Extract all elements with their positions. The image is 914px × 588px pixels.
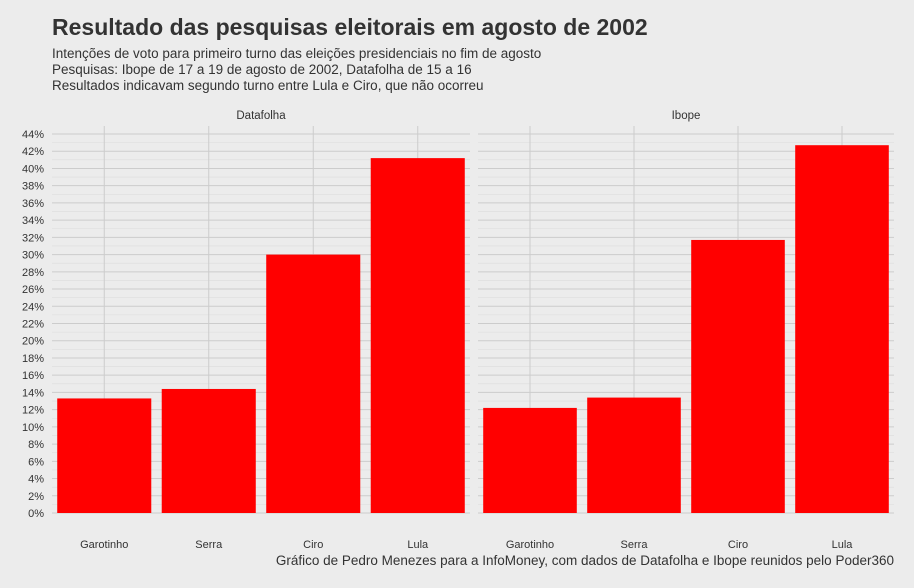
- facet-label-ibope: Ibope: [672, 110, 701, 122]
- chart-caption: Gráfico de Pedro Menezes para a InfoMone…: [275, 553, 894, 568]
- y-tick-label: 14%: [22, 387, 44, 399]
- subtitle-line: Pesquisas: Ibope de 17 a 19 de agosto de…: [52, 62, 472, 77]
- bar-datafolha-lula: [370, 158, 465, 514]
- y-tick-label: 30%: [22, 250, 44, 262]
- y-tick-label: 2%: [28, 491, 44, 503]
- y-tick-label: 8%: [28, 439, 44, 451]
- x-tick-label: Garotinho: [506, 539, 554, 551]
- bar-ibope-garotinho: [483, 407, 577, 513]
- x-tick-label: Ciro: [303, 539, 323, 551]
- bar-ibope-serra: [587, 397, 681, 513]
- bar-ibope-lula: [795, 145, 889, 513]
- y-tick-label: 12%: [22, 405, 44, 417]
- chart-title: Resultado das pesquisas eleitorais em ag…: [52, 14, 648, 40]
- y-tick-label: 38%: [22, 181, 44, 193]
- y-tick-label: 32%: [22, 232, 44, 244]
- bar-datafolha-serra: [161, 388, 256, 513]
- y-tick-label: 42%: [22, 146, 44, 158]
- bar-ibope-ciro: [691, 239, 785, 513]
- bar-datafolha-ciro: [266, 254, 361, 513]
- y-tick-label: 4%: [28, 474, 44, 486]
- y-tick-label: 36%: [22, 198, 44, 210]
- y-tick-label: 26%: [22, 284, 44, 296]
- x-tick-label: Lula: [832, 539, 854, 551]
- y-tick-label: 20%: [22, 336, 44, 348]
- y-tick-label: 18%: [22, 353, 44, 365]
- x-tick-label: Ciro: [728, 539, 748, 551]
- subtitle-line: Intenções de voto para primeiro turno da…: [52, 46, 542, 61]
- x-tick-label: Serra: [195, 539, 223, 551]
- x-tick-label: Serra: [621, 539, 649, 551]
- x-tick-label: Garotinho: [80, 539, 128, 551]
- y-tick-label: 16%: [22, 370, 44, 382]
- y-tick-label: 24%: [22, 301, 44, 313]
- y-tick-label: 22%: [22, 319, 44, 331]
- y-tick-label: 28%: [22, 267, 44, 279]
- y-tick-label: 6%: [28, 456, 44, 468]
- x-tick-label: Lula: [407, 539, 429, 551]
- y-tick-label: 34%: [22, 215, 44, 227]
- y-tick-label: 10%: [22, 422, 44, 434]
- y-tick-label: 0%: [28, 508, 44, 520]
- bar-datafolha-garotinho: [57, 398, 152, 513]
- subtitle-line: Resultados indicavam segundo turno entre…: [52, 78, 484, 93]
- facet-label-datafolha: Datafolha: [236, 110, 286, 122]
- chart-subtitle: Intenções de voto para primeiro turno da…: [52, 46, 541, 94]
- y-tick-label: 44%: [22, 129, 44, 141]
- y-tick-label: 40%: [22, 163, 44, 175]
